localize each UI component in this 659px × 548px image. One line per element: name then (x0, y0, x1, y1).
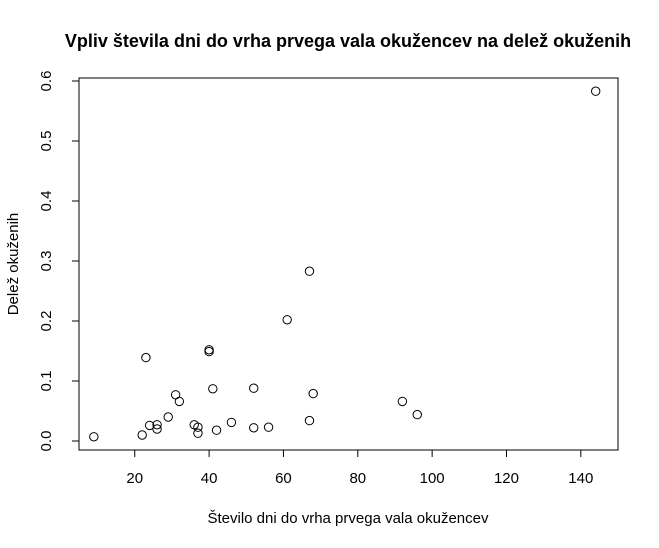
data-points (89, 86, 601, 442)
x-tick-label: 100 (420, 470, 445, 487)
y-axis: 0.0 0.1 0.2 0.3 0.4 0.5 0.6 (38, 71, 80, 452)
data-point (152, 420, 162, 430)
data-point (204, 345, 214, 355)
y-tick-label: 0.1 (38, 371, 55, 392)
y-tick-label: 0.0 (38, 431, 55, 452)
y-tick-label: 0.4 (38, 191, 55, 212)
data-point (249, 383, 259, 393)
data-point (163, 412, 173, 422)
data-point (152, 424, 162, 434)
y-tick-label: 0.2 (38, 311, 55, 332)
y-axis-label: Delež okuženih (5, 213, 22, 316)
data-point (263, 422, 274, 432)
data-point (208, 384, 218, 394)
data-point (211, 425, 222, 435)
y-tick-label: 0.3 (38, 251, 55, 272)
chart-title: Vpliv števila dni do vrha prvega vala ok… (65, 31, 631, 51)
data-point (249, 423, 259, 433)
x-tick-label: 120 (494, 470, 519, 487)
data-point (193, 422, 203, 432)
x-tick-label: 80 (349, 470, 366, 487)
data-point (304, 266, 315, 276)
data-point (174, 396, 185, 407)
x-tick-label: 40 (201, 470, 218, 487)
data-point (141, 352, 151, 363)
x-axis-label: Število dni do vrha prvega vala okužence… (207, 510, 489, 527)
data-point (89, 432, 99, 442)
data-point (412, 409, 422, 420)
data-point (397, 396, 408, 407)
data-point (282, 315, 292, 325)
y-tick-label: 0.6 (38, 71, 55, 92)
data-point (193, 428, 203, 438)
data-point (308, 388, 318, 399)
data-point (226, 417, 237, 428)
data-point (204, 346, 214, 357)
x-tick-label: 60 (275, 470, 292, 487)
data-point (590, 86, 601, 96)
data-point (304, 415, 315, 426)
data-point (137, 430, 147, 440)
y-tick-label: 0.5 (38, 131, 55, 152)
plot-frame (78, 77, 619, 451)
x-tick-label: 140 (568, 470, 593, 487)
data-point (144, 420, 155, 431)
x-tick-label: 20 (126, 470, 143, 487)
x-axis: 20 40 60 80 100 120 140 (126, 449, 593, 487)
